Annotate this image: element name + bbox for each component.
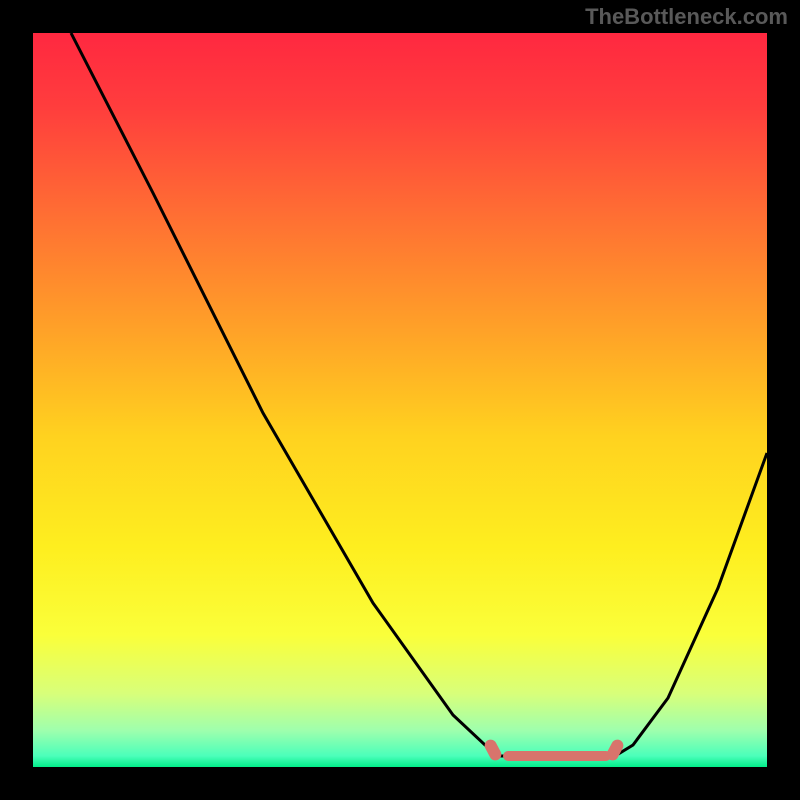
bottleneck-curve [33,33,767,767]
plot-frame [33,33,767,767]
plot-area [33,33,767,767]
optimal-range-bar [503,751,611,761]
watermark-text: TheBottleneck.com [585,4,788,30]
